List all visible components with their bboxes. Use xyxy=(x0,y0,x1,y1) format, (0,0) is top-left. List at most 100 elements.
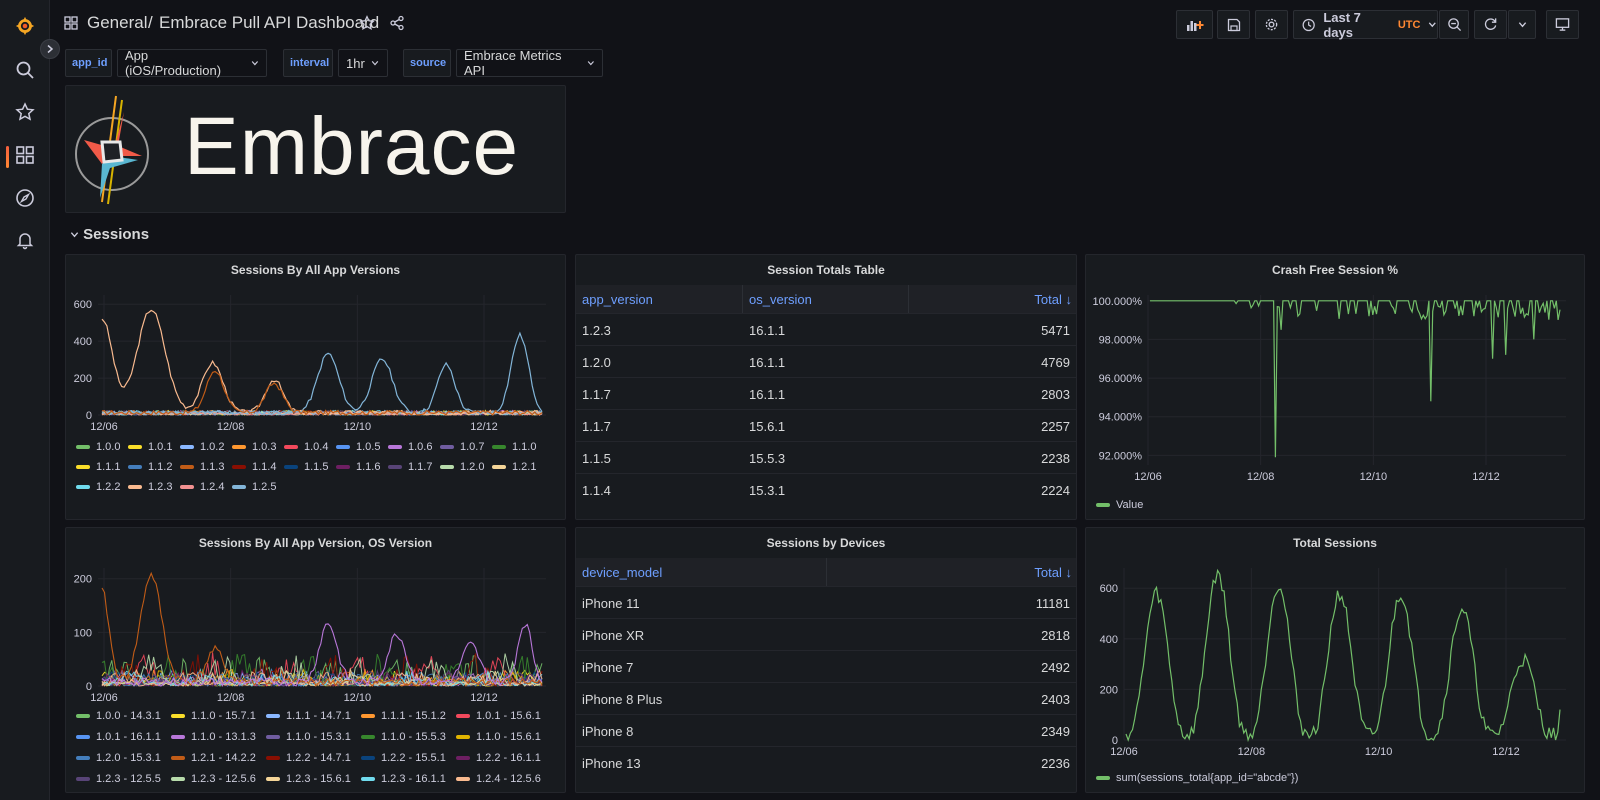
legend-item[interactable]: 1.0.1 xyxy=(128,441,172,453)
legend-item[interactable]: 1.0.4 xyxy=(284,441,328,453)
panel-title[interactable]: Session Totals Table xyxy=(767,263,885,277)
legend-item[interactable]: 1.1.0 - 15.6.1 xyxy=(456,731,541,743)
y-tick-label: 0 xyxy=(86,410,92,422)
legend-item[interactable]: 1.2.3 - 12.5.6 xyxy=(171,773,256,785)
variable-select-interval[interactable]: 1hr xyxy=(338,49,388,77)
x-tick-label: 12/08 xyxy=(217,421,245,433)
legend-item[interactable]: 1.1.1 - 15.1.2 xyxy=(361,710,446,722)
explore-compass-icon[interactable] xyxy=(13,186,37,210)
legend-item[interactable]: 1.2.3 - 16.1.1 xyxy=(361,773,446,785)
legend-item[interactable]: 1.1.3 xyxy=(180,461,224,473)
favorite-star-icon[interactable] xyxy=(359,15,375,36)
legend-item[interactable]: 1.0.3 xyxy=(232,441,276,453)
add-panel-button[interactable] xyxy=(1176,10,1213,39)
column-header-device-model[interactable]: device_model xyxy=(576,558,827,586)
legend-item[interactable]: 1.1.5 xyxy=(284,461,328,473)
share-icon[interactable] xyxy=(389,15,405,36)
panel-total-sessions[interactable]: Total Sessions 0 200 400 600 12/06 12/08 12/10… xyxy=(1085,527,1585,793)
cell-device-model: iPhone 8 Plus xyxy=(582,691,663,707)
y-tick-label: 600 xyxy=(1100,583,1118,595)
panel-title[interactable]: Crash Free Session % xyxy=(1271,263,1399,277)
time-range-picker[interactable]: Last 7 days UTC xyxy=(1293,9,1438,40)
panel-title[interactable]: Sessions By All App Version, OS Version xyxy=(198,536,433,550)
dashboard-settings-button[interactable] xyxy=(1255,10,1288,39)
cell-app-version: 1.1.4 xyxy=(582,482,611,498)
dashboards-icon[interactable] xyxy=(13,143,37,167)
panel-sessions-by-devices[interactable]: Sessions by Devices device_model Total ↓… xyxy=(575,527,1077,793)
legend-item[interactable]: 1.1.0 xyxy=(492,441,536,453)
legend-item[interactable]: Value xyxy=(1096,499,1143,511)
legend-item[interactable]: 1.1.6 xyxy=(336,461,380,473)
row-title: Sessions xyxy=(83,226,150,243)
variable-select-app-id[interactable]: App (iOS/Production) xyxy=(117,48,267,78)
legend-item[interactable]: 1.1.0 - 15.7.1 xyxy=(171,710,256,722)
zoom-out-button[interactable] xyxy=(1439,10,1469,39)
legend-item[interactable]: 1.2.2 - 14.7.1 xyxy=(266,752,351,764)
legend-item[interactable]: 1.2.3 - 12.5.5 xyxy=(76,773,161,785)
panel-sessions-by-app-os-version[interactable]: Sessions By All App Version, OS Version … xyxy=(65,527,566,793)
breadcrumb-folder[interactable]: General xyxy=(87,13,148,32)
total-sessions-chart[interactable]: 0 200 400 600 12/06 12/08 12/10 12/12 xyxy=(1086,558,1585,770)
legend-item[interactable]: 1.0.6 xyxy=(388,441,432,453)
panel-session-totals-table[interactable]: Session Totals Table app_version os_vers… xyxy=(575,254,1077,520)
column-header-os-version[interactable]: os_version xyxy=(743,285,909,313)
crash-free-sessions-chart[interactable]: 92.000% 94.000% 96.000% 98.000% 100.000% 12/0… xyxy=(1086,285,1585,495)
search-icon[interactable] xyxy=(13,58,37,82)
legend-item[interactable]: 1.1.0 - 13.1.3 xyxy=(171,731,256,743)
refresh-button[interactable] xyxy=(1474,10,1507,39)
legend-item[interactable]: 1.0.0 xyxy=(76,441,120,453)
legend-item[interactable]: 1.2.5 xyxy=(232,481,276,493)
legend-item[interactable]: 1.0.0 - 14.3.1 xyxy=(76,710,161,722)
legend-item[interactable]: 1.2.2 xyxy=(76,481,120,493)
refresh-interval-dropdown[interactable] xyxy=(1508,10,1536,39)
alerting-bell-icon[interactable] xyxy=(13,228,37,252)
legend-item[interactable]: 1.1.1 - 14.7.1 xyxy=(266,710,351,722)
column-header-total[interactable]: Total ↓ xyxy=(909,285,1076,313)
dashboard-title[interactable]: Embrace Pull API Dashboard xyxy=(159,13,380,32)
legend-item[interactable]: 1.2.4 xyxy=(180,481,224,493)
column-header-app-version[interactable]: app_version xyxy=(576,285,743,313)
legend-item[interactable]: 1.2.2 - 16.1.1 xyxy=(456,752,541,764)
sessions-by-app-os-version-chart[interactable]: 0 100 200 12/06 12/08 12/10 12/12 xyxy=(66,558,566,708)
panel-title[interactable]: Sessions By All App Versions xyxy=(230,263,401,277)
legend-item[interactable]: 1.2.2 - 15.5.1 xyxy=(361,752,446,764)
sessions-by-app-version-chart[interactable]: 0 200 400 600 12/06 12/08 12/10 12/12 xyxy=(66,285,566,435)
view-mode-button[interactable] xyxy=(1546,10,1579,39)
time-range-label: Last 7 days xyxy=(1323,9,1361,40)
legend-item[interactable]: sum(sessions_total{app_id="abcde"}) xyxy=(1096,772,1298,784)
grafana-logo-icon[interactable] xyxy=(13,14,37,38)
legend-item[interactable]: 1.1.4 xyxy=(232,461,276,473)
y-tick-label: 98.000% xyxy=(1099,334,1143,346)
legend-item[interactable]: 1.0.1 - 16.1.1 xyxy=(76,731,161,743)
panel-crash-free-sessions[interactable]: Crash Free Session % 92.000% 94.000% 96.00… xyxy=(1085,254,1585,520)
dashboard-grid-icon xyxy=(64,16,78,35)
variable-select-source[interactable]: Embrace Metrics API xyxy=(456,48,603,78)
panel-sessions-by-app-version[interactable]: Sessions By All App Versions 0 200 400 600 1… xyxy=(65,254,566,520)
legend-item[interactable]: 1.2.0 - 15.3.1 xyxy=(76,752,161,764)
legend-item[interactable]: 1.2.1 - 14.2.2 xyxy=(171,752,256,764)
legend-swatch xyxy=(440,465,454,469)
panel-title[interactable]: Total Sessions xyxy=(1293,536,1377,550)
legend-item[interactable]: 1.1.2 xyxy=(128,461,172,473)
legend-item[interactable]: 1.2.0 xyxy=(440,461,484,473)
expand-menu-button[interactable] xyxy=(40,39,60,59)
legend-item[interactable]: 1.1.0 - 15.5.3 xyxy=(361,731,446,743)
legend-item[interactable]: 1.2.3 - 15.6.1 xyxy=(266,773,351,785)
row-header-sessions[interactable]: Sessions xyxy=(70,226,149,243)
legend-item[interactable]: 1.1.7 xyxy=(388,461,432,473)
legend-item[interactable]: 1.1.1 xyxy=(76,461,120,473)
legend-item[interactable]: 1.0.7 xyxy=(440,441,484,453)
legend-item[interactable]: 1.2.4 - 12.5.6 xyxy=(456,773,541,785)
legend-label: 1.2.2 xyxy=(96,481,121,493)
star-icon[interactable] xyxy=(13,100,37,124)
legend-item[interactable]: 1.0.5 xyxy=(336,441,380,453)
legend-item[interactable]: 1.2.3 xyxy=(128,481,172,493)
legend-item[interactable]: 1.0.2 xyxy=(180,441,224,453)
column-header-total[interactable]: Total ↓ xyxy=(827,558,1076,586)
panel-title[interactable]: Sessions by Devices xyxy=(766,536,886,550)
save-dashboard-button[interactable] xyxy=(1217,10,1250,39)
legend-item[interactable]: 1.0.1 - 15.6.1 xyxy=(456,710,541,722)
active-indicator xyxy=(6,146,9,168)
legend-item[interactable]: 1.1.0 - 15.3.1 xyxy=(266,731,351,743)
legend-item[interactable]: 1.2.1 xyxy=(492,461,536,473)
